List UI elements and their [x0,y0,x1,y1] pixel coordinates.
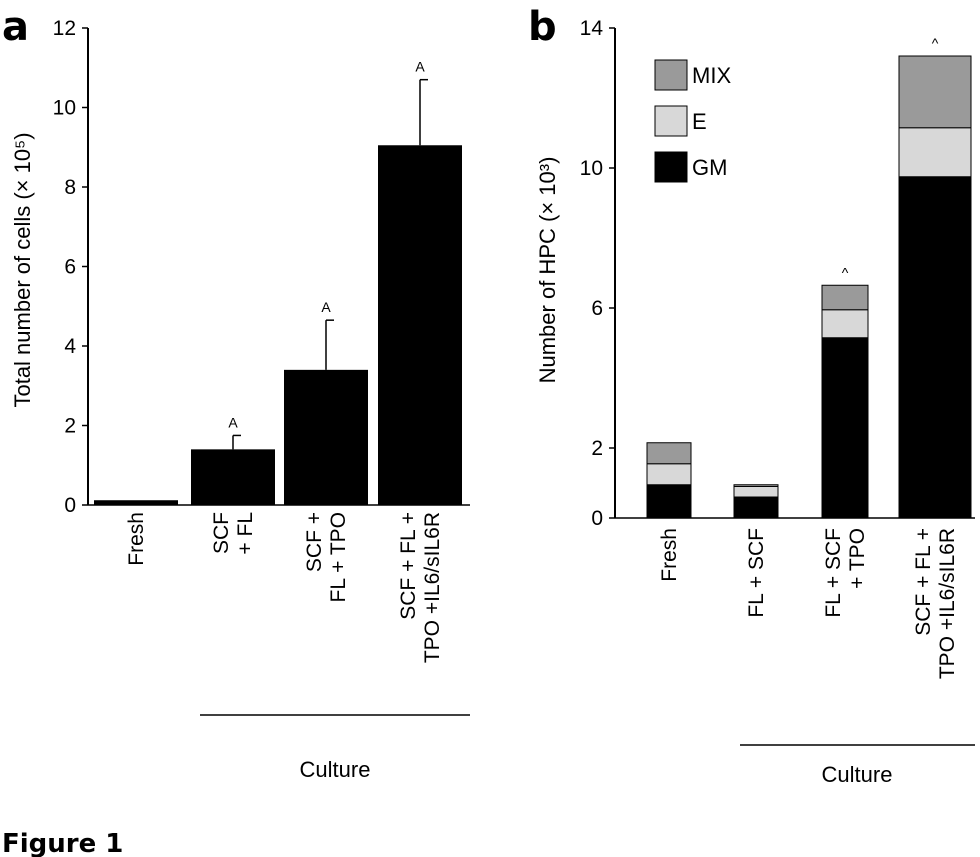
figure-caption: Figure 1 [2,829,123,857]
bar-segment-gm [733,496,779,519]
legend-swatch-e [654,105,688,137]
bar-segment-mix [898,55,972,129]
category-label: SCF + FL + TPO +IL6/sIL6R [397,512,444,663]
significance-label: A [415,59,425,75]
bar-segment-e [898,127,972,178]
y-tick-label: 0 [64,494,76,517]
bar [191,449,275,505]
bar-segment-e [821,309,869,339]
panel-a-culture-label: Culture [300,757,371,782]
significance-label: ^ [932,35,939,51]
panel-a-letter: a [2,4,29,50]
category-label-line: SCF + FL + [397,512,420,620]
y-tick-label: 10 [53,97,76,120]
bar-segment-gm [821,337,869,519]
panel-a-y-ticks: 0 2 4 6 8 10 12 [53,17,88,517]
y-tick-label: 2 [64,415,76,438]
panel-a-chart: a 0 2 4 6 8 10 12 A A A Fresh SCF + FL SCF + FL + TP… [2,4,470,782]
panel-b-y-ticks: 0 2 6 10 14 [580,17,615,530]
bar-segment-gm [646,484,692,519]
legend-label-mix: MIX [692,63,731,88]
legend-swatch-gm [654,151,688,183]
legend-swatch-mix [654,59,688,91]
category-label: Fresh [658,528,681,582]
y-tick-label: 4 [64,335,76,358]
bar-segment-mix [646,442,692,465]
y-tick-label: 6 [64,256,76,279]
category-label: FL + SCF [745,528,768,618]
panel-b-y-axis-label: Number of HPC (× 10³) [535,157,560,384]
bar [378,145,462,505]
bar-segment-e [733,486,779,498]
category-label-line: + TPO [846,528,869,589]
category-label-line: SCF + [303,512,326,572]
category-label-line: FL + TPO [327,512,350,602]
y-tick-label: 12 [53,17,76,40]
category-label-line: FL + SCF [745,528,768,618]
panel-b-legend: MIX E GM [654,59,731,183]
category-label-line: Fresh [125,512,148,566]
y-tick-label: 6 [591,297,603,320]
category-label-line: SCF + FL + [912,528,935,636]
bar-segment-mix [821,284,869,311]
category-label: SCF + FL + TPO [303,512,350,602]
category-label-line: + FL [234,512,257,555]
panel-b-culture-label: Culture [822,762,893,787]
panel-b-category-labels: Fresh FL + SCF FL + SCF + TPO SCF + FL + TPO … [658,528,959,679]
panel-b-bars: ^^ [646,35,972,519]
category-label: SCF + FL [210,512,257,555]
bar-segment-gm [898,176,972,519]
category-label: FL + SCF + TPO [822,528,869,618]
y-tick-label: 10 [580,157,603,180]
category-label-line: TPO +IL6/sIL6R [421,512,444,663]
significance-label: A [228,414,238,430]
bar [94,500,178,505]
category-label-line: TPO +IL6/sIL6R [936,528,959,679]
category-label-line: SCF [210,512,233,554]
legend-label-e: E [692,109,707,134]
bar [284,369,368,505]
panel-a-category-labels: Fresh SCF + FL SCF + FL + TPO SCF + FL + TPO +… [125,512,444,663]
panel-a-bars: A A A [94,59,462,505]
category-label-line: FL + SCF [822,528,845,618]
category-label: SCF + FL + TPO +IL6/sIL6R [912,528,959,679]
y-tick-label: 14 [580,17,604,40]
y-tick-label: 2 [591,437,603,460]
y-tick-label: 8 [64,176,76,199]
panel-a-y-axis-label: Total number of cells (× 10⁵) [10,132,35,407]
y-tick-label: 0 [591,507,603,530]
category-label-line: Fresh [658,528,681,582]
significance-label: A [321,299,331,315]
category-label: Fresh [125,512,148,566]
panel-b-letter: b [528,4,557,50]
bar-segment-mix [733,484,779,487]
legend-label-gm: GM [692,155,727,180]
significance-label: ^ [842,264,849,280]
bar-segment-e [646,463,692,486]
